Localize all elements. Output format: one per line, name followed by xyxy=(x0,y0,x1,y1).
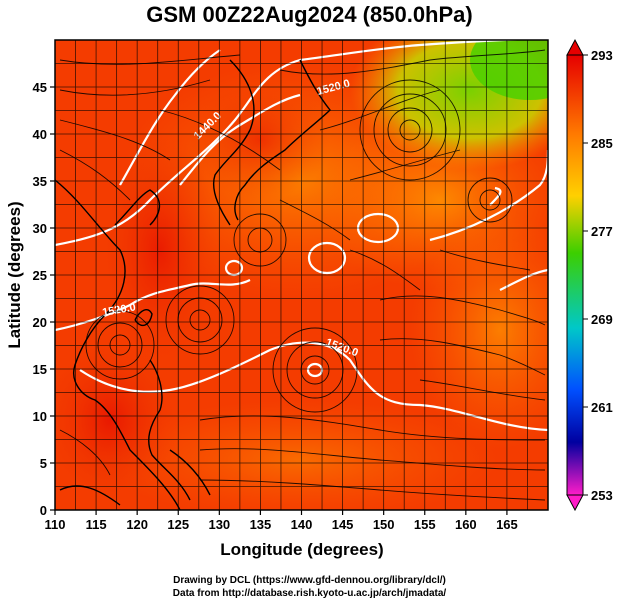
x-tick-label: 135 xyxy=(250,517,272,532)
contour-label: 1520.0 xyxy=(101,301,136,319)
credit-data: Data from http://database.rish.kyoto-u.a… xyxy=(172,588,447,599)
y-tick-label: 15 xyxy=(33,362,47,377)
y-axis-label: Latitude (degrees) xyxy=(5,201,24,348)
y-tick-label: 35 xyxy=(33,174,47,189)
y-tick-label: 45 xyxy=(33,80,47,95)
x-tick-label: 155 xyxy=(414,517,436,532)
x-tick-label: 125 xyxy=(167,517,189,532)
credit-drawing: Drawing by DCL (https://www.gfd-dennou.o… xyxy=(173,575,446,586)
y-axis-ticks: 0 5 10 15 20 25 30 35 40 45 xyxy=(33,80,55,518)
y-tick-label: 30 xyxy=(33,221,47,236)
x-tick-label: 130 xyxy=(208,517,230,532)
y-tick-label: 0 xyxy=(40,503,47,518)
colorbar-bottom-arrow xyxy=(566,494,584,512)
x-tick-label: 160 xyxy=(455,517,477,532)
x-axis-label: Longitude (degrees) xyxy=(220,540,383,559)
colorbar-top-arrow xyxy=(566,38,584,56)
y-tick-label: 25 xyxy=(33,268,47,283)
chart-title: GSM 00Z22Aug2024 (850.0hPa) xyxy=(146,2,473,27)
x-tick-label: 140 xyxy=(291,517,313,532)
temperature-shading: 1440.0 1520.0 1520.0 1520.0 xyxy=(55,40,548,510)
colorbar-label: 253 xyxy=(591,488,613,503)
x-tick-label: 110 xyxy=(45,517,66,532)
colorbar-label: 261 xyxy=(591,400,613,415)
y-tick-label: 5 xyxy=(40,456,47,471)
colorbar-gradient xyxy=(566,54,584,496)
x-tick-label: 145 xyxy=(332,517,354,532)
x-tick-label: 120 xyxy=(126,517,148,532)
colorbar-label: 277 xyxy=(591,224,613,239)
colorbar-label: 269 xyxy=(591,312,613,327)
x-tick-label: 165 xyxy=(496,517,518,532)
y-tick-label: 10 xyxy=(33,409,47,424)
colorbar-label: 285 xyxy=(591,136,613,151)
grid-lines xyxy=(54,40,548,511)
x-tick-label: 115 xyxy=(86,517,107,532)
colorbar-label: 293 xyxy=(591,48,613,63)
x-tick-label: 150 xyxy=(373,517,395,532)
x-axis-ticks: 110 115 120 125 130 135 140 145 150 155 160 165 xyxy=(45,510,518,532)
colorbar: 293 285 277 269 261 253 xyxy=(566,38,613,512)
y-tick-label: 40 xyxy=(33,127,47,142)
y-tick-label: 20 xyxy=(33,315,47,330)
coastlines xyxy=(55,59,331,510)
